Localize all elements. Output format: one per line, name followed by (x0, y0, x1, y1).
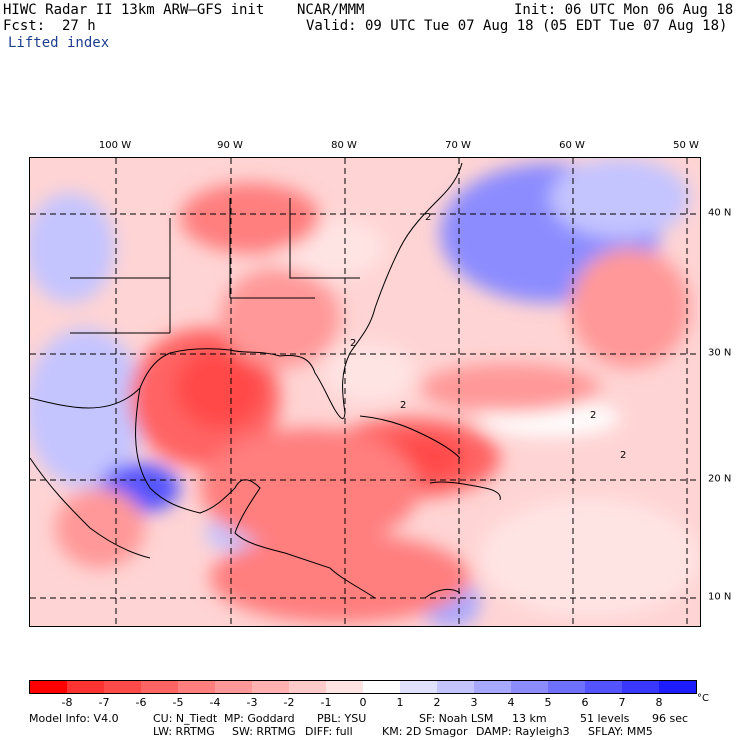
colorbar-tick-label: 0 (359, 696, 367, 709)
colorbar (29, 680, 697, 694)
colorbar-swatch (548, 681, 585, 693)
contour-label: 2 (590, 410, 596, 421)
colorbar-swatch (474, 681, 511, 693)
colorbar-tick-label: 1 (396, 696, 404, 709)
field-shading (30, 158, 700, 626)
colorbar-tick-label: -7 (98, 696, 110, 709)
footer-cu: CU: N_Tiedt (153, 712, 218, 725)
colorbar-swatch (363, 681, 400, 693)
contour-label: 2 (425, 212, 431, 223)
lon-label: 90 W (217, 140, 243, 151)
colorbar-tick-label: 2 (433, 696, 441, 709)
colorbar-swatch (178, 681, 215, 693)
colorbar-tick-label: 4 (507, 696, 515, 709)
colorbar-tick-label: 6 (581, 696, 589, 709)
field-name: Lifted index (8, 35, 110, 51)
footer-mp: MP: Goddard (224, 712, 295, 725)
map-canvas: 2 2 2 2 2 (30, 158, 700, 626)
lon-label: 50 W (673, 140, 699, 151)
colorbar-swatch (30, 681, 67, 693)
colorbar-tick-label: 8 (655, 696, 663, 709)
colorbar-tick-label: 3 (470, 696, 478, 709)
contour-label: 2 (400, 400, 406, 411)
colorbar-swatch (252, 681, 289, 693)
colorbar-swatch (326, 681, 363, 693)
init-time: Init: 06 UTC Mon 06 Aug 18 (514, 2, 734, 18)
lat-lon-grid (30, 158, 700, 626)
colorbar-tick-label: -4 (209, 696, 221, 709)
lat-label: 20 N (708, 473, 732, 485)
colorbar-tick-label: -3 (246, 696, 258, 709)
valid-time: Valid: 09 UTC Tue 07 Aug 18 (05 EDT Tue … (306, 18, 728, 34)
colorbar-tick-label: 7 (618, 696, 626, 709)
footer-km: KM: 2D Smagor (382, 725, 468, 738)
colorbar-swatch (104, 681, 141, 693)
footer-model-info: Model Info: V4.0 (29, 712, 119, 725)
colorbar-tick-label: -8 (61, 696, 73, 709)
footer-timestep: 96 sec (652, 712, 689, 725)
colorbar-swatch (67, 681, 104, 693)
lat-label: 30 N (708, 347, 732, 359)
footer-damp: DAMP: Rayleigh3 (476, 725, 570, 738)
colorbar-swatch (585, 681, 622, 693)
colorbar-unit: °C (697, 693, 709, 704)
lon-label: 80 W (331, 140, 357, 151)
footer-pbl: PBL: YSU (317, 712, 367, 725)
colorbar-tick-label: 5 (544, 696, 552, 709)
colorbar-swatch (622, 681, 659, 693)
footer-diff: DIFF: full (305, 725, 353, 738)
contour-label: 2 (350, 338, 356, 349)
footer-levels: 51 levels (580, 712, 630, 725)
footer-lw: LW: RRTMG (153, 725, 215, 738)
colorbar-tick-label: -2 (283, 696, 295, 709)
coastlines (30, 162, 501, 599)
colorbar-swatch (141, 681, 178, 693)
colorbar-swatch (511, 681, 548, 693)
footer-sf: SF: Noah LSM (419, 712, 494, 725)
contour-label: 2 (620, 450, 626, 461)
lon-label: 70 W (445, 140, 471, 151)
colorbar-tick-label: -5 (172, 696, 184, 709)
colorbar-swatch (289, 681, 326, 693)
model-title: HIWC Radar II 13km ARW–GFS init (3, 2, 265, 18)
footer-sw: SW: RRTMG (232, 725, 296, 738)
lon-label: 100 W (98, 140, 132, 151)
colorbar-tick-label: -6 (135, 696, 147, 709)
footer-resolution: 13 km (512, 712, 547, 725)
organization: NCAR/MMM (297, 2, 365, 18)
colorbar-swatch (659, 681, 696, 693)
lat-label: 40 N (708, 207, 732, 219)
colorbar-swatch (437, 681, 474, 693)
colorbar-tick-label: -1 (320, 696, 332, 709)
forecast-hour: Fcst: 27 h (3, 18, 96, 34)
footer-sflay: SFLAY: MM5 (588, 725, 653, 738)
colorbar-swatch (215, 681, 252, 693)
lat-label: 10 N (708, 591, 732, 603)
lifted-index-map: 2 2 2 2 2 (29, 157, 701, 627)
lon-label: 60 W (559, 140, 585, 151)
colorbar-swatch (400, 681, 437, 693)
